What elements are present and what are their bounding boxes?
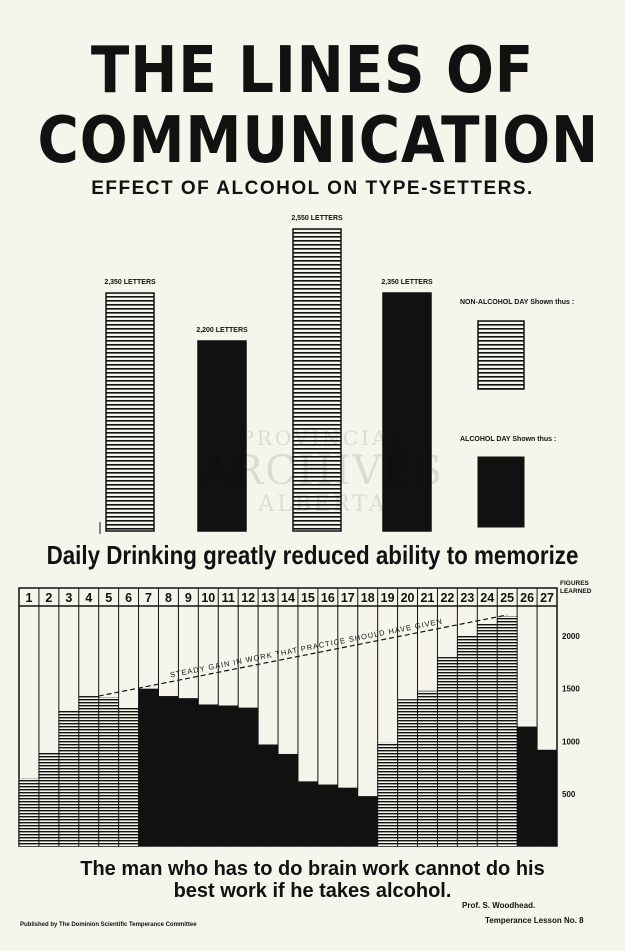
day-bar: [417, 690, 438, 846]
title-line-1: THE LINES OF: [90, 34, 535, 108]
day-label: 9: [185, 591, 192, 605]
subtitle: EFFECT OF ALCOHOL ON TYPE-SETTERS.: [91, 178, 534, 199]
day-label: 13: [261, 591, 275, 605]
day-label: 10: [201, 591, 215, 605]
day-label: 19: [381, 591, 395, 605]
day-label: 3: [65, 591, 72, 605]
letters-bar-label: 2,350 LETTERS: [104, 279, 156, 286]
letters-bar-label: 2,350 LETTERS: [381, 279, 433, 286]
day-bar: [317, 784, 338, 846]
day-label: 2: [45, 591, 52, 605]
day-bar: [38, 751, 59, 846]
letters-bar: [197, 340, 247, 532]
memory-heading: Daily Drinking greatly reduced ability t…: [46, 540, 579, 570]
day-bar: [198, 704, 219, 846]
day-bar: [58, 709, 79, 846]
trend-line-label: STEADY GAIN IN WORK THAT PRACTICE SHOULD…: [169, 617, 443, 680]
letters-bar: [105, 292, 155, 532]
day-bar: [118, 706, 139, 846]
day-label: 27: [540, 591, 554, 605]
y-tick-label: 2000: [562, 632, 580, 641]
day-label: 8: [165, 591, 172, 605]
y-axis-label-line-1: FIGURES: [560, 580, 590, 587]
day-label: 15: [301, 591, 315, 605]
letters-bar-chart: 2,350 LETTERS 2,200 LETTERS 2,550 LETTERS 2…: [99, 215, 433, 534]
day-label: 4: [85, 591, 92, 605]
conclusion-line-1: The man who has to do brain work cannot …: [80, 858, 545, 880]
day-bar: [517, 726, 538, 846]
legend-swatch-hatched: [477, 320, 525, 390]
day-bar: [218, 705, 239, 846]
day-label: 12: [241, 591, 255, 605]
trend-line: [98, 614, 508, 697]
day-bar: [178, 698, 199, 846]
day-bar: [138, 688, 159, 846]
day-bar: [497, 615, 518, 846]
day-label: 14: [281, 591, 295, 605]
title-line-2: COMMUNICATION: [37, 104, 599, 178]
day-bar: [377, 742, 398, 846]
lesson-number: Temperance Lesson No. 8: [485, 916, 584, 925]
letters-bar-label: 2,200 LETTERS: [196, 327, 248, 334]
publisher: Published by The Dominion Scientific Tem…: [20, 922, 197, 928]
day-bar: [397, 699, 418, 846]
legend-label-non-alcohol: NON-ALCOHOL DAY Shown thus :: [460, 299, 574, 306]
day-label: 17: [341, 591, 355, 605]
y-tick-label: 1500: [562, 685, 580, 694]
day-bar: [158, 696, 179, 846]
day-bar: [19, 778, 39, 846]
day-bar: [337, 787, 358, 846]
chart-legend: NON-ALCOHOL DAY Shown thus : ALCOHOL DAY …: [460, 299, 574, 528]
day-bar: [258, 744, 279, 846]
conclusion-line-2: best work if he takes alcohol.: [173, 880, 452, 902]
y-tick-label: 500: [562, 790, 576, 799]
day-bar: [78, 696, 99, 846]
letters-bar: [292, 228, 342, 532]
day-label: 22: [440, 591, 454, 605]
day-label: 25: [500, 591, 514, 605]
author: Prof. S. Woodhead.: [462, 901, 536, 910]
day-bar: [238, 707, 259, 846]
legend-swatch-solid: [477, 456, 525, 528]
day-bar: [477, 623, 498, 846]
legend-label-alcohol: ALCOHOL DAY Shown thus :: [460, 436, 556, 443]
day-bar: [278, 753, 298, 846]
day-label: 7: [145, 591, 152, 605]
day-label: 23: [460, 591, 474, 605]
day-bar: [357, 796, 378, 846]
day-label: 26: [520, 591, 534, 605]
day-bar: [437, 657, 458, 846]
day-bar: [457, 636, 478, 846]
day-label: 1: [25, 591, 32, 605]
day-label: 16: [321, 591, 335, 605]
day-bar: [537, 749, 557, 846]
day-label: 21: [421, 591, 435, 605]
day-bar: [297, 781, 318, 846]
y-tick-label: 1000: [562, 737, 580, 746]
day-label: 11: [222, 591, 235, 605]
memorize-bar-chart: 1 2 3 4 5 6 7 8 9 10 11 12 13 14 15 16 17 18 19 20 21 22 23 24 2…: [18, 580, 592, 847]
day-label: 5: [105, 591, 112, 605]
day-label: 24: [480, 591, 494, 605]
day-label: 6: [125, 591, 132, 605]
letters-bar: [382, 292, 432, 532]
day-label: 18: [361, 591, 375, 605]
day-label: 20: [401, 591, 415, 605]
letters-bar-label: 2,550 LETTERS: [291, 215, 343, 222]
day-bar: [98, 697, 119, 846]
y-axis-label-line-2: LEARNED: [560, 588, 592, 595]
